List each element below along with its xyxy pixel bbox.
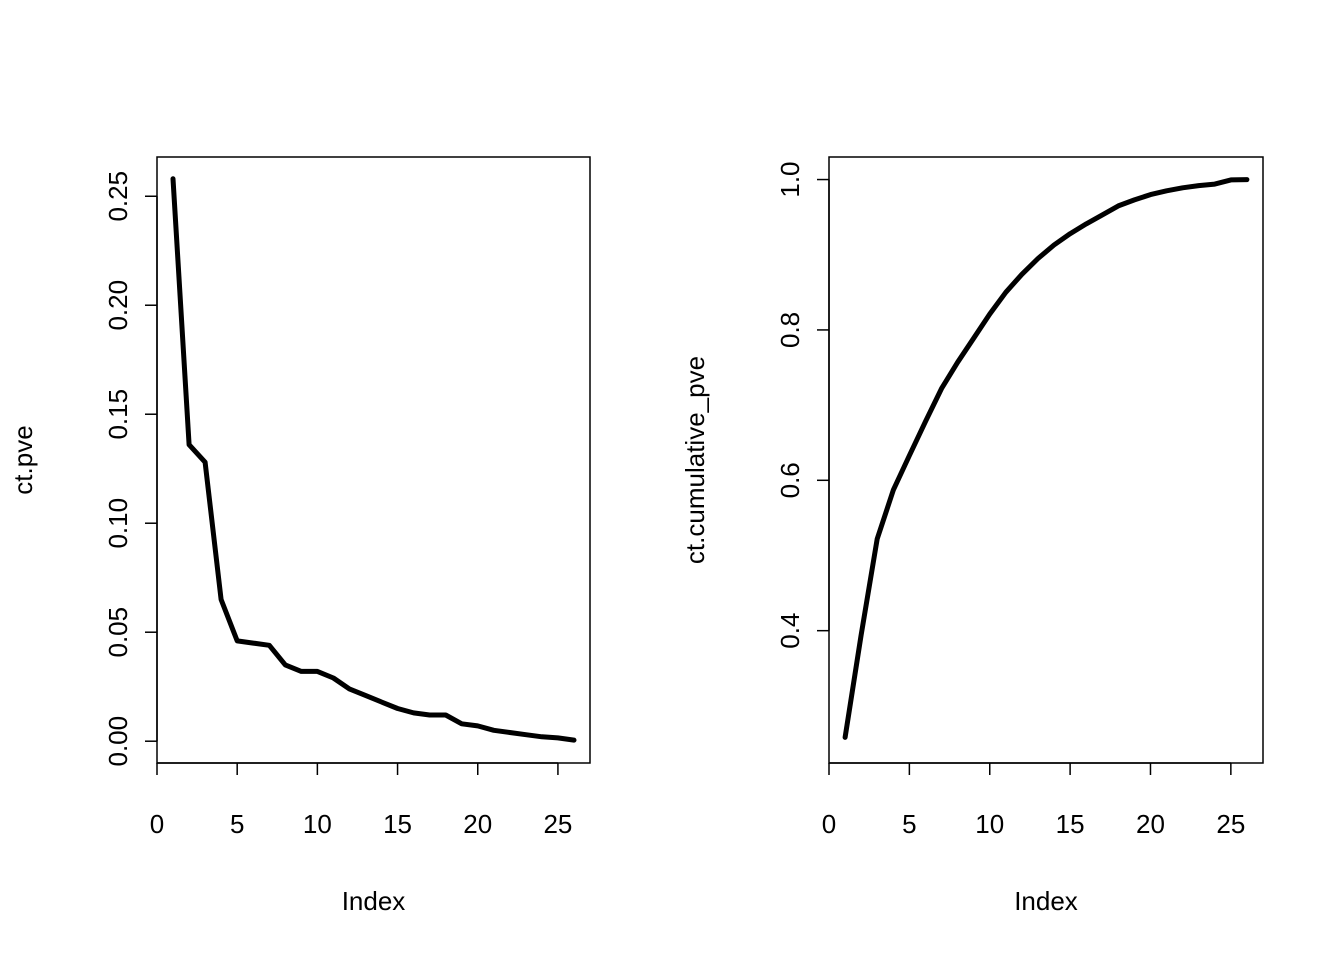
left-panel-pve: 0 5 10 15 20 25 0.00 0.05 0.10 0.15 0.20 0.25 Index c… [8,156,591,916]
y-tick-label: 1.0 [775,161,805,197]
x-tick-label: 20 [1136,809,1165,839]
x-tick-label: 25 [1216,809,1245,839]
y-tick-label: 0.4 [775,613,805,649]
x-tick-label: 0 [150,809,164,839]
y-tick-label: 0.8 [775,312,805,348]
x-axis-title: Index [342,886,406,916]
y-tick-label: 0.6 [775,462,805,498]
y-tick-label: 0.15 [103,389,133,440]
x-tick-label: 15 [1056,809,1085,839]
y-tick-label: 0.25 [103,171,133,222]
x-tick-label: 10 [975,809,1004,839]
x-axis-title: Index [1014,886,1078,916]
x-tick-label: 10 [303,809,332,839]
x-tick-label: 15 [383,809,412,839]
y-tick-label: 0.20 [103,280,133,331]
plot-frame [156,156,591,764]
x-tick-label: 25 [543,809,572,839]
series-line [842,177,1250,740]
y-tick-label: 0.00 [103,716,133,767]
x-tick-label: 5 [230,809,244,839]
y-tick-label: 0.05 [103,607,133,658]
right-panel-cumulative-pve: 0 5 10 15 20 25 0.4 0.6 0.8 1.0 Index ct.cumulative… [680,156,1264,916]
y-tick-label: 0.10 [103,498,133,549]
series-line [170,176,577,743]
x-tick-label: 5 [902,809,916,839]
y-axis-title: ct.pve [8,425,38,494]
plot-frame [828,156,1264,764]
y-axis-title: ct.cumulative_pve [680,356,710,564]
x-tick-label: 20 [463,809,492,839]
x-tick-label: 0 [822,809,836,839]
